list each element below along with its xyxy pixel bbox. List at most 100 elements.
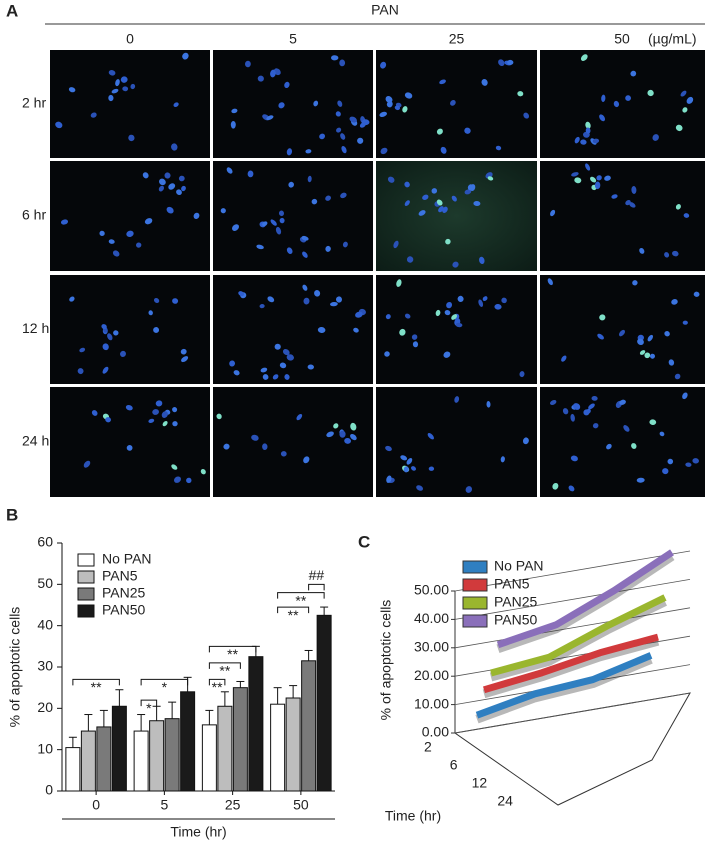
cell-nucleus (482, 296, 488, 302)
cell-nucleus (629, 202, 636, 208)
cell-nucleus (436, 199, 443, 206)
cell-nucleus (486, 401, 491, 408)
cell-nucleus (337, 100, 343, 107)
cell-nucleus (161, 411, 168, 418)
cell-nucleus (379, 111, 387, 118)
cell-nucleus (108, 239, 115, 244)
cell-nucleus (436, 128, 443, 135)
cell-nucleus (181, 185, 186, 192)
cell-nucleus (279, 362, 287, 369)
grid-line (454, 607, 691, 649)
cell-nucleus (90, 112, 97, 118)
cell-nucleus (284, 81, 290, 89)
cell-nucleus (574, 177, 582, 184)
cell-nucleus (680, 90, 687, 97)
cell-nucleus (668, 359, 675, 366)
cell-nucleus (683, 213, 690, 218)
cell-nucleus (216, 413, 222, 420)
cell-nucleus (349, 116, 357, 123)
cell-nucleus (142, 172, 149, 179)
cell-nucleus (339, 430, 346, 438)
cell-nucleus (427, 432, 434, 440)
bar (201, 724, 217, 792)
legend-swatch (77, 570, 95, 584)
cell-nucleus (162, 420, 168, 427)
cell-nucleus (350, 433, 357, 441)
cell-nucleus (350, 422, 357, 431)
cell-nucleus (647, 89, 654, 97)
cell-nucleus (517, 91, 524, 97)
column-label: 0 (126, 31, 134, 47)
y-tick-label: 10 (37, 740, 53, 756)
cell-nucleus (262, 221, 268, 227)
cell-nucleus (270, 69, 276, 78)
y-tick-label: 50.00 (414, 582, 449, 598)
cell-nucleus (572, 403, 581, 410)
x-tick-label: 25 (225, 797, 241, 813)
cell-nucleus (675, 204, 681, 210)
significance-bracket (208, 678, 226, 686)
y-tick-label: 0.00 (422, 724, 449, 740)
legend-swatch (462, 578, 488, 592)
cell-nucleus (326, 431, 334, 438)
ribbon (483, 633, 659, 694)
significance-label: ** (91, 679, 102, 695)
cell-nucleus (172, 421, 178, 427)
cell-nucleus (385, 445, 392, 452)
cell-nucleus (590, 176, 597, 183)
grid-line (454, 579, 691, 620)
cell-nucleus (682, 392, 688, 400)
cell-nucleus (335, 111, 341, 117)
bar (180, 691, 196, 792)
cell-nucleus (101, 324, 107, 330)
cell-nucleus (144, 218, 153, 225)
cell-nucleus (108, 70, 116, 76)
cell-nucleus (585, 121, 591, 129)
grid-line (454, 550, 691, 592)
cell-nucleus (591, 395, 598, 401)
legend-swatch (462, 614, 488, 628)
cell-nucleus (585, 127, 591, 134)
cell-nucleus (220, 208, 226, 214)
cell-nucleus (682, 320, 688, 325)
bar (301, 660, 317, 792)
cell-nucleus (166, 206, 174, 214)
cell-nucleus (107, 333, 113, 341)
cell-nucleus (307, 364, 314, 370)
cell-nucleus (200, 469, 206, 475)
cell-nucleus (286, 247, 293, 255)
micrograph (50, 275, 210, 384)
cell-nucleus (411, 334, 418, 340)
legend-swatch (462, 560, 488, 574)
cell-nucleus (158, 185, 164, 192)
micrograph (50, 50, 210, 158)
cell-nucleus (445, 238, 451, 245)
cell-nucleus (588, 403, 595, 410)
cell-nucleus (319, 133, 326, 140)
cell-nucleus (83, 460, 91, 468)
cell-nucleus (422, 194, 429, 200)
cell-nucleus (562, 408, 569, 415)
cell-nucleus (231, 108, 238, 114)
cell-nucleus (172, 298, 179, 304)
cell-nucleus (302, 251, 308, 258)
cell-nucleus (604, 175, 611, 181)
y-tick-label: 20.00 (414, 667, 449, 683)
cell-nucleus (623, 425, 630, 432)
cell-nucleus (561, 355, 567, 362)
cell-nucleus (120, 76, 128, 83)
cell-nucleus (176, 189, 182, 196)
cell-nucleus (500, 456, 505, 463)
cell-nucleus (77, 368, 84, 375)
cell-nucleus (68, 87, 76, 93)
x-tick-label: 0 (92, 797, 100, 813)
cell-nucleus (597, 333, 604, 340)
panel-label: C (358, 532, 370, 551)
cell-nucleus (259, 303, 265, 309)
y-tick-label: 40 (37, 616, 53, 632)
cell-nucleus (404, 200, 410, 206)
cell-nucleus (313, 100, 319, 107)
cell-nucleus (631, 443, 637, 449)
cell-nucleus (226, 167, 233, 174)
